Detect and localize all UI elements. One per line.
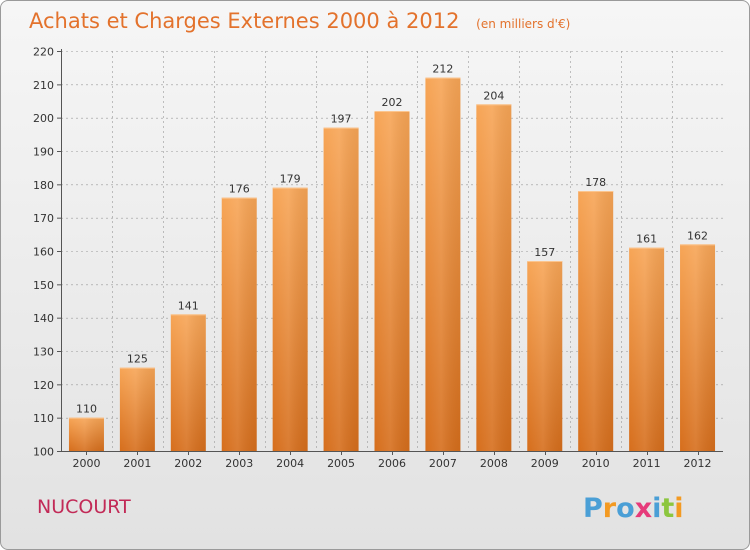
bar-shine-2005 bbox=[323, 127, 359, 452]
x-tick-label-2007: 2007 bbox=[429, 457, 457, 470]
bar-shine-2012 bbox=[680, 244, 716, 451]
x-tick-label-2000: 2000 bbox=[72, 457, 100, 470]
bars: 110 125 141 176 179 197 202 212 204 157 178 161 162 bbox=[68, 63, 716, 452]
value-label-2000: 110 bbox=[76, 403, 97, 416]
bar-shine-2008 bbox=[476, 104, 512, 451]
y-tick-label: 110 bbox=[33, 412, 54, 425]
commune-name: NUCOURT bbox=[37, 496, 131, 518]
bar-shine-2001 bbox=[119, 367, 155, 451]
chart-title-text: Achats et Charges Externes 2000 à 2012 bbox=[29, 9, 460, 33]
bar-shine-2011 bbox=[629, 247, 665, 451]
x-tick-label-2009: 2009 bbox=[531, 457, 559, 470]
y-tick-label: 160 bbox=[33, 246, 54, 259]
y-tick-label: 210 bbox=[33, 79, 54, 92]
y-tick-label: 190 bbox=[33, 146, 54, 159]
y-tick-label: 200 bbox=[33, 112, 54, 125]
y-tick-label: 170 bbox=[33, 212, 54, 225]
x-tick-label-2010: 2010 bbox=[582, 457, 610, 470]
bar-shine-2004 bbox=[272, 187, 308, 451]
bar-shine-2007 bbox=[425, 77, 461, 452]
value-label-2001: 125 bbox=[127, 353, 148, 366]
chart-title: Achats et Charges Externes 2000 à 2012 (… bbox=[29, 9, 570, 33]
x-tick-label-2004: 2004 bbox=[276, 457, 304, 470]
x-tick-label-2012: 2012 bbox=[684, 457, 712, 470]
proxiti-logo: Proxiti bbox=[583, 493, 684, 524]
value-label-2008: 204 bbox=[483, 89, 504, 102]
x-tick-label-2002: 2002 bbox=[174, 457, 202, 470]
value-label-2002: 141 bbox=[178, 299, 199, 312]
y-tick-label: 150 bbox=[33, 279, 54, 292]
bar-shine-2003 bbox=[221, 197, 257, 451]
chart-subtitle: (en milliers d'€) bbox=[476, 17, 571, 31]
value-label-2009: 157 bbox=[534, 246, 555, 259]
bar-shine-2002 bbox=[170, 314, 206, 451]
y-tick-label: 220 bbox=[33, 46, 54, 59]
bar-shine-2009 bbox=[527, 261, 563, 451]
y-tick-label: 140 bbox=[33, 312, 54, 325]
value-label-2007: 212 bbox=[432, 63, 453, 76]
value-label-2011: 161 bbox=[636, 233, 657, 246]
value-label-2003: 176 bbox=[229, 183, 250, 196]
value-label-2006: 202 bbox=[382, 96, 403, 109]
value-label-2010: 178 bbox=[585, 176, 606, 189]
axes: 100 110 120 130 140 150 160 170 180 190 200 210 220 2… bbox=[33, 46, 723, 470]
x-tick-label-2001: 2001 bbox=[123, 457, 151, 470]
y-tick-label: 180 bbox=[33, 179, 54, 192]
value-label-2012: 162 bbox=[687, 229, 708, 242]
x-tick-label-2008: 2008 bbox=[480, 457, 508, 470]
x-tick-label-2006: 2006 bbox=[378, 457, 406, 470]
bar-shine-2010 bbox=[578, 191, 614, 451]
bar-shine-2000 bbox=[68, 417, 104, 451]
bar-shine-2006 bbox=[374, 111, 410, 451]
x-tick-label-2005: 2005 bbox=[327, 457, 355, 470]
y-tick-label: 100 bbox=[33, 446, 54, 459]
x-tick-label-2003: 2003 bbox=[225, 457, 253, 470]
y-tick-label: 120 bbox=[33, 379, 54, 392]
value-label-2004: 179 bbox=[280, 173, 301, 186]
value-label-2005: 197 bbox=[331, 113, 352, 126]
svg-text:Proxiti: Proxiti bbox=[583, 493, 684, 524]
x-tick-label-2011: 2011 bbox=[633, 457, 661, 470]
y-tick-label: 130 bbox=[33, 346, 54, 359]
